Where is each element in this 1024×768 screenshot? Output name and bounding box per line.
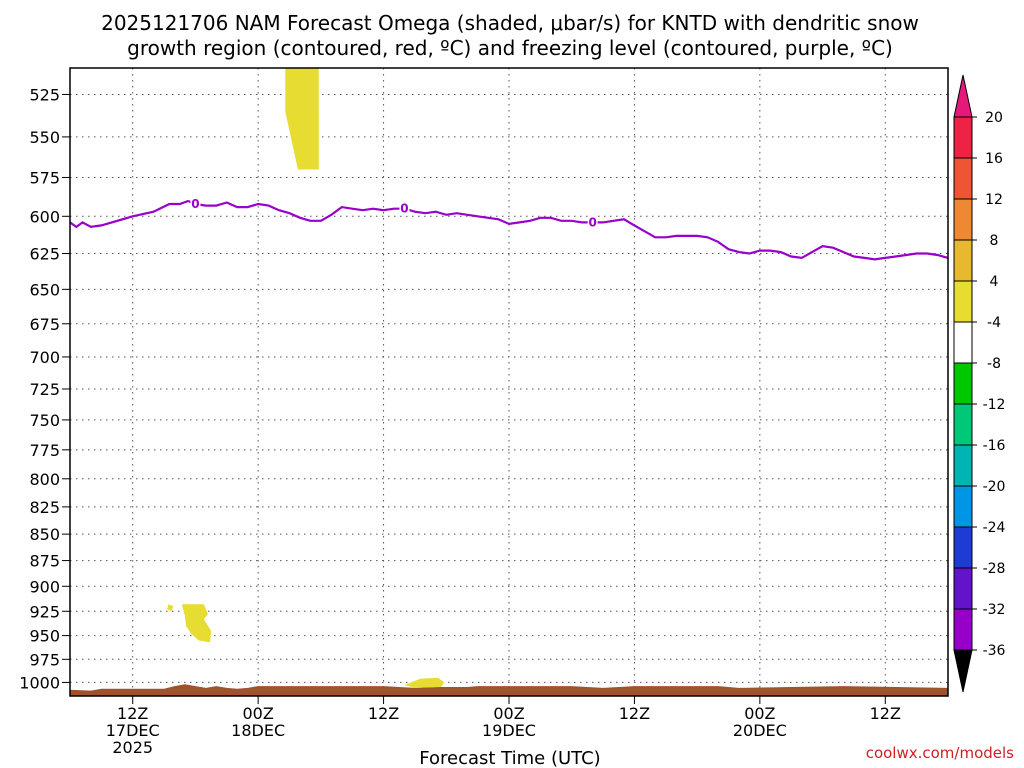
colorbar-segment [953,485,973,528]
x-tick-label: 18DEC [231,721,285,740]
colorbar: 20 16 12 8 4 -4 -8 -12 -16 -20 -24 -28 -32 -36 [953,74,1006,693]
y-tick-label: 775 [29,441,60,460]
freezing-level-layer: 0 0 0 [69,196,949,261]
x-axis-label: Forecast Time (UTC) [419,748,600,768]
y-tick-label: 975 [29,650,60,669]
y-tick-label: 875 [29,552,60,571]
omega-region [167,604,174,612]
plot-frame [69,67,949,697]
x-tick-label: 17DEC [106,721,160,740]
colorbar-label: -36 [983,643,1006,659]
colorbar-label: 12 [985,192,1003,208]
freezing-level-line [69,199,949,261]
y-tick-label: 600 [29,207,60,226]
colorbar-label: 8 [990,233,999,249]
plot-area-background [70,68,948,696]
grid [70,68,948,696]
y-tick-label: 950 [29,627,60,646]
x-tick-label: 12Z [870,704,901,723]
colorbar-label: -24 [983,520,1006,536]
colorbar-segment [953,526,973,569]
y-tick-label: 725 [29,380,60,399]
x-tick-label: 00Z [242,704,273,723]
colorbar-top-arrow [953,74,973,118]
x-tick-label: 00Z [744,704,775,723]
colorbar-segment [953,362,973,405]
y-tick-label: 1000 [19,673,60,692]
colorbar-segment [953,157,973,200]
x-tick-label: 00Z [493,704,524,723]
contour-label-bg [399,200,410,216]
y-tick-label: 525 [29,85,60,104]
colorbar-segment [953,239,973,282]
y-tick-label: 825 [29,498,60,517]
y-tick-label: 925 [29,602,60,621]
terrain-layer [70,684,948,696]
x-tick-label: 12Z [117,704,148,723]
chart-title-line-2: growth region (contoured, red, ºC) and f… [127,36,893,60]
y-tick-label: 900 [29,577,60,596]
colorbar-segment [953,321,973,364]
y-tick-label: 700 [29,348,60,367]
colorbar-segment [953,608,973,651]
colorbar-segment [953,403,973,446]
colorbar-segment [953,116,973,159]
terrain-area [70,684,948,696]
contour-label-bg [587,214,598,230]
colorbar-label: -28 [983,561,1006,577]
colorbar-segment [953,280,973,323]
omega-region [285,68,319,170]
y-tick-label: 850 [29,525,60,544]
freezing-level-label: 0 [191,197,199,211]
colorbar-label: -32 [983,602,1006,618]
colorbar-segment [953,567,973,610]
credit-text: coolwx.com/models [866,744,1014,762]
freezing-level-label: 0 [588,215,596,229]
y-tick-label: 550 [29,128,60,147]
x-tick-label: 2025 [112,738,153,757]
x-tick-label: 20DEC [733,721,787,740]
contour-label-bg [190,196,201,212]
colorbar-segment [953,444,973,487]
colorbar-label: -20 [983,479,1006,495]
x-tick-label: 19DEC [482,721,536,740]
colorbar-label: -8 [987,356,1001,372]
y-tick-label: 675 [29,315,60,334]
omega-region [181,604,212,643]
chart-title-line-1: 2025121706 NAM Forecast Omega (shaded, μ… [101,11,919,35]
x-tick-label: 12Z [368,704,399,723]
y-tick-label: 575 [29,168,60,187]
colorbar-label: -12 [983,397,1006,413]
y-tick-label: 750 [29,411,60,430]
colorbar-segment [953,198,973,241]
omega-region [404,677,445,688]
omega-shading-layer [167,68,445,688]
colorbar-label: -4 [987,315,1001,331]
freezing-level-label: 0 [400,202,408,216]
colorbar-label: 16 [985,151,1003,167]
colorbar-label: 4 [990,274,999,290]
colorbar-bottom-arrow [953,649,973,693]
colorbar-label: 20 [985,110,1003,126]
x-tick-label: 12Z [619,704,650,723]
y-axis: 525 550 575 600 625 650 675 700 725 750 775 800 825 8… [19,85,70,692]
y-tick-label: 800 [29,470,60,489]
y-tick-label: 650 [29,280,60,299]
colorbar-label: -16 [983,438,1006,454]
y-tick-label: 625 [29,245,60,264]
